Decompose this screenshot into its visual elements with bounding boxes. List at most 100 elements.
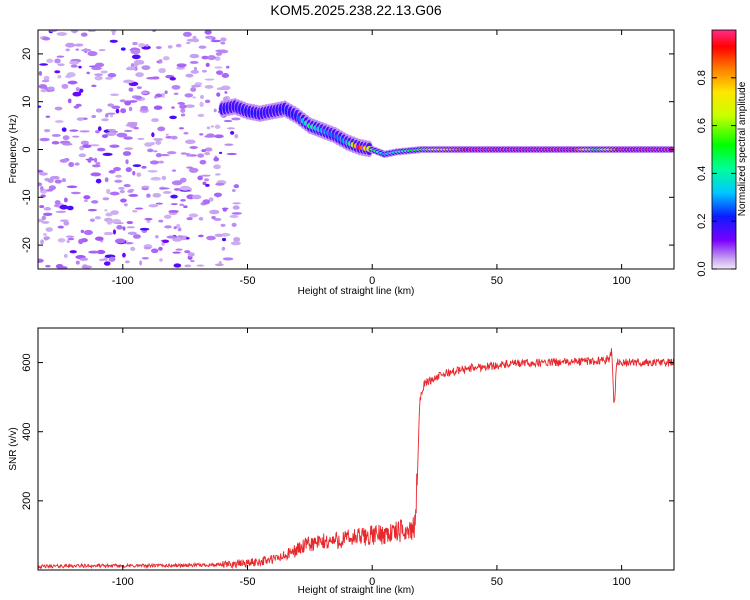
noise-speck bbox=[97, 126, 102, 132]
noise-speck bbox=[214, 173, 221, 176]
noise-speck bbox=[54, 70, 61, 74]
noise-speck bbox=[122, 226, 126, 231]
noise-speck bbox=[47, 178, 54, 184]
noise-speck bbox=[172, 251, 181, 254]
noise-speck bbox=[62, 142, 73, 146]
noise-speck bbox=[105, 113, 109, 118]
noise-speck bbox=[42, 212, 53, 216]
snr-y-axis-label: SNR (v/v) bbox=[8, 427, 19, 470]
noise-speck bbox=[185, 237, 190, 240]
spectrogram-y-axis-label: Frequency (Hz) bbox=[8, 115, 19, 184]
noise-speck bbox=[202, 181, 207, 186]
noise-speck bbox=[132, 234, 141, 239]
noise-speck bbox=[59, 204, 69, 210]
noise-speck bbox=[155, 140, 162, 145]
noise-speck bbox=[125, 260, 130, 264]
noise-speck bbox=[140, 105, 148, 110]
noise-speck bbox=[153, 105, 163, 110]
x-tick-label: 100 bbox=[612, 275, 630, 287]
noise-speck bbox=[97, 147, 106, 152]
noise-speck bbox=[141, 65, 151, 71]
noise-speck bbox=[177, 235, 184, 238]
noise-speck bbox=[86, 71, 90, 75]
noise-speck bbox=[170, 194, 178, 199]
noise-speck bbox=[149, 160, 159, 165]
x-tick-label: -50 bbox=[240, 576, 256, 588]
noise-speck bbox=[192, 38, 200, 43]
noise-speck bbox=[206, 235, 216, 241]
noise-speck bbox=[189, 146, 198, 149]
noise-speck bbox=[222, 233, 231, 237]
noise-speck bbox=[114, 179, 123, 183]
noise-speck bbox=[201, 69, 208, 73]
noise-speck bbox=[152, 192, 162, 198]
noise-speck bbox=[110, 93, 120, 97]
noise-speck bbox=[158, 59, 163, 64]
noise-speck bbox=[87, 159, 92, 163]
noise-speck bbox=[45, 227, 53, 232]
noise-speck bbox=[38, 182, 43, 187]
noise-speck bbox=[196, 264, 205, 267]
noise-speck bbox=[48, 185, 56, 191]
noise-speck bbox=[138, 43, 146, 48]
noise-speck bbox=[120, 108, 127, 114]
noise-speck bbox=[132, 170, 136, 176]
noise-speck bbox=[56, 32, 68, 36]
noise-speck bbox=[114, 238, 126, 244]
noise-speck bbox=[207, 55, 217, 61]
noise-speck bbox=[214, 56, 221, 61]
noise-speck bbox=[162, 239, 170, 244]
noise-speck bbox=[216, 70, 224, 75]
colorbar-tick-label: 0.8 bbox=[696, 70, 708, 85]
noise-speck bbox=[69, 60, 80, 65]
noise-speck bbox=[190, 69, 200, 74]
noise-speck bbox=[44, 236, 48, 241]
snr-x-axis-label: Height of straight line (km) bbox=[298, 585, 415, 596]
noise-speck bbox=[197, 113, 205, 118]
noise-speck bbox=[61, 127, 67, 132]
noise-speck bbox=[118, 187, 125, 190]
noise-speck bbox=[144, 217, 153, 221]
noise-speck bbox=[125, 159, 129, 165]
noise-speck bbox=[61, 83, 69, 89]
noise-speck bbox=[231, 212, 242, 215]
x-tick-label: -50 bbox=[240, 275, 256, 287]
noise-speck bbox=[216, 92, 221, 97]
noise-speck bbox=[220, 85, 231, 91]
noise-speck bbox=[70, 64, 78, 68]
noise-speck bbox=[179, 203, 185, 207]
noise-speck bbox=[185, 73, 194, 78]
noise-speck bbox=[204, 78, 215, 81]
noise-speck bbox=[159, 258, 163, 262]
noise-speck bbox=[38, 105, 42, 108]
noise-speck bbox=[115, 174, 122, 178]
noise-speck bbox=[45, 115, 51, 118]
noise-speck bbox=[221, 246, 226, 251]
noise-speck bbox=[180, 152, 188, 155]
noise-speck bbox=[170, 135, 178, 140]
noise-speck bbox=[146, 193, 151, 198]
noise-speck bbox=[141, 257, 150, 260]
noise-speck bbox=[105, 212, 113, 217]
noise-speck bbox=[205, 183, 210, 187]
noise-speck bbox=[87, 50, 98, 57]
noise-speck bbox=[175, 223, 181, 229]
noise-speck bbox=[190, 259, 195, 263]
noise-speck bbox=[90, 172, 102, 177]
noise-speck bbox=[57, 225, 65, 229]
noise-speck bbox=[137, 137, 145, 140]
noise-speck bbox=[54, 204, 60, 208]
noise-speck bbox=[38, 71, 43, 76]
noise-speck bbox=[80, 229, 84, 234]
noise-speck bbox=[79, 257, 89, 261]
noise-speck bbox=[43, 128, 51, 133]
noise-speck bbox=[130, 49, 141, 55]
noise-speck bbox=[214, 263, 224, 267]
noise-speck bbox=[127, 121, 138, 125]
noise-speck bbox=[39, 137, 50, 142]
noise-speck bbox=[74, 162, 80, 166]
noise-speck bbox=[208, 197, 214, 202]
noise-speck bbox=[150, 248, 159, 254]
